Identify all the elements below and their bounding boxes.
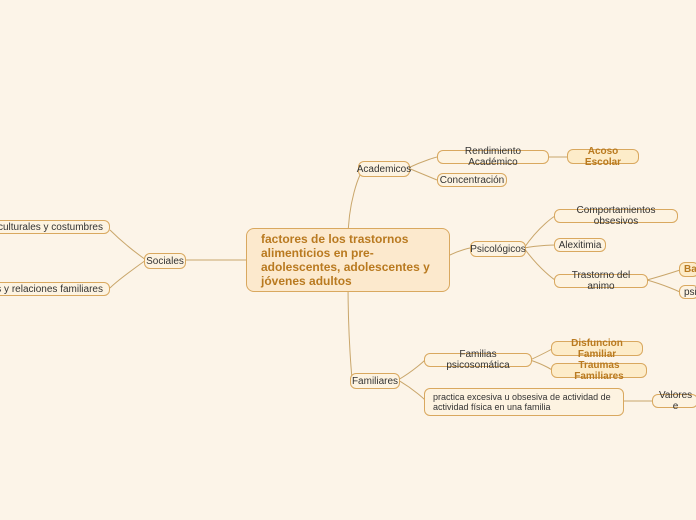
leaf-practica-label: practica excesiva u obsesiva de activida…: [433, 392, 615, 412]
leaf-trastorno-animo[interactable]: Trastorno del animo: [554, 274, 648, 288]
leaf-psi-label: psi: [684, 287, 696, 298]
branch-psicologicos[interactable]: Psicológicos: [470, 241, 526, 257]
leaf-traumas[interactable]: Traumas Familiares: [551, 363, 647, 378]
leaf-socioculturales-label: oculturales y costumbres: [0, 222, 103, 233]
branch-academicos-label: Academicos: [357, 164, 411, 175]
root-label: factores de los trastornos alimenticios …: [261, 232, 435, 288]
leaf-relaciones[interactable]: ares y relaciones familiares: [0, 282, 110, 296]
leaf-ba[interactable]: Ba: [679, 262, 696, 277]
leaf-rendimiento[interactable]: Rendimiento Académico: [437, 150, 549, 164]
leaf-concentracion[interactable]: Concentración: [437, 173, 507, 187]
leaf-psi[interactable]: psi: [679, 285, 696, 299]
branch-familiares[interactable]: Familiares: [350, 373, 400, 389]
leaf-relaciones-label: ares y relaciones familiares: [0, 284, 103, 295]
leaf-ba-label: Ba: [684, 264, 696, 275]
branch-psicologicos-label: Psicológicos: [470, 244, 526, 255]
root-node[interactable]: factores de los trastornos alimenticios …: [246, 228, 450, 292]
leaf-concentracion-label: Concentración: [440, 175, 504, 186]
branch-familiares-label: Familiares: [352, 376, 398, 387]
branch-academicos[interactable]: Academicos: [358, 161, 410, 177]
leaf-psicosomatica-label: Familias psicosomática: [433, 349, 523, 371]
leaf-alexitimia[interactable]: Alexitimia: [554, 238, 606, 252]
leaf-valores[interactable]: Valores e: [652, 394, 696, 408]
leaf-traumas-label: Traumas Familiares: [560, 360, 638, 382]
leaf-disfuncion[interactable]: Disfuncion Familiar: [551, 341, 643, 356]
leaf-disfuncion-label: Disfuncion Familiar: [560, 338, 634, 360]
leaf-practica[interactable]: practica excesiva u obsesiva de activida…: [424, 388, 624, 416]
branch-sociales[interactable]: Sociales: [144, 253, 186, 269]
branch-sociales-label: Sociales: [146, 256, 184, 267]
leaf-psicosomatica[interactable]: Familias psicosomática: [424, 353, 532, 367]
leaf-trastorno-animo-label: Trastorno del animo: [563, 270, 639, 292]
leaf-comportamientos-label: Comportamientos obsesivos: [563, 205, 669, 227]
leaf-socioculturales[interactable]: oculturales y costumbres: [0, 220, 110, 234]
leaf-comportamientos[interactable]: Comportamientos obsesivos: [554, 209, 678, 223]
leaf-acoso[interactable]: Acoso Escolar: [567, 149, 639, 164]
leaf-alexitimia-label: Alexitimia: [559, 240, 602, 251]
leaf-rendimiento-label: Rendimiento Académico: [446, 146, 540, 168]
leaf-acoso-label: Acoso Escolar: [576, 146, 630, 168]
leaf-valores-label: Valores e: [659, 390, 692, 412]
